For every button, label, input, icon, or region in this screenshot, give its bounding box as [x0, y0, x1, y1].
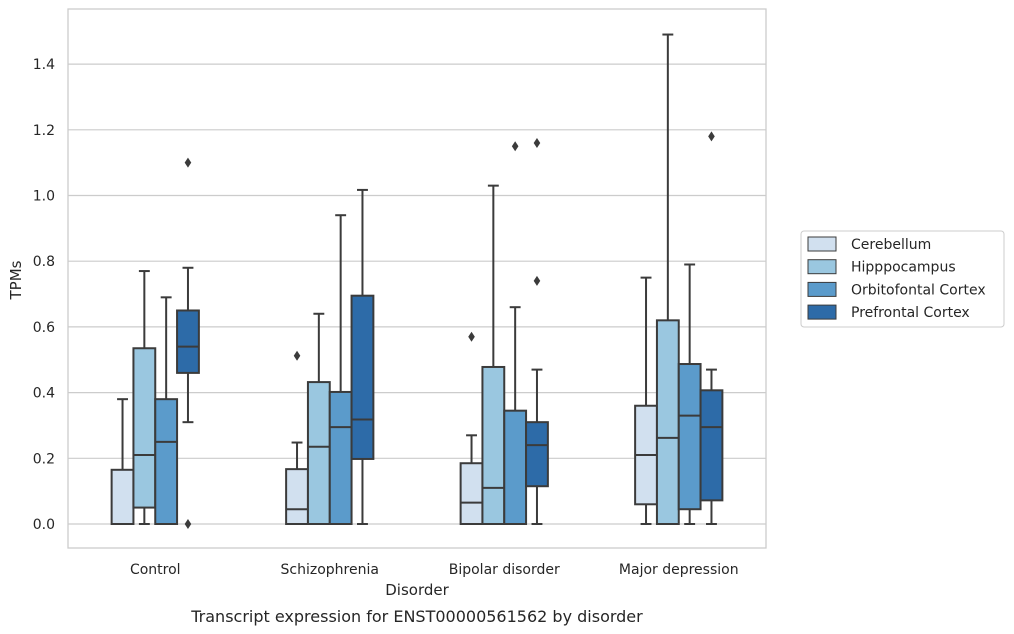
y-tick-label: 0.0: [33, 517, 55, 533]
y-tick-label: 0.8: [33, 254, 55, 270]
y-tick-labels: 0.0 0.2 0.4 0.6 0.8 1.0 1.2 1.4: [33, 57, 55, 533]
box-iqr: [699, 389, 724, 502]
figure-caption: Transcript expression for ENST0000056156…: [190, 607, 643, 626]
outlier-point: [533, 275, 541, 286]
box-plot: [634, 276, 658, 525]
box-plot: [328, 214, 353, 525]
box-group-bipolar-disorder: [459, 137, 549, 526]
y-tick-label: 1.2: [33, 123, 55, 139]
box-iqr: [677, 363, 702, 511]
box-plot: [699, 131, 724, 525]
x-axis-label: Disorder: [385, 581, 449, 599]
box-iqr: [285, 468, 309, 526]
box-group-major-depression: [634, 33, 724, 525]
box-iqr: [154, 398, 179, 526]
box-iqr: [306, 381, 331, 526]
legend-label: Prefrontal Cortex: [851, 305, 970, 321]
outlier-point: [533, 137, 541, 148]
x-tick-label: Control: [130, 562, 181, 578]
box-iqr: [459, 462, 484, 526]
y-tick-label: 0.6: [33, 320, 55, 336]
legend-swatch: [807, 304, 837, 320]
outlier-point: [511, 141, 519, 152]
box-groups: [110, 33, 724, 529]
box-plot: [285, 350, 309, 526]
box-iqr: [503, 409, 528, 526]
legend-frame: [800, 230, 1005, 328]
x-tick-labels: Control Schizophrenia Bipolar disorder Majo…: [130, 562, 739, 578]
legend-item: Cerebellum: [807, 236, 931, 253]
box-group-control: [110, 157, 200, 529]
box-iqr: [176, 309, 200, 374]
box-plot: [481, 184, 506, 525]
x-tick-label: Bipolar disorder: [449, 562, 560, 578]
y-tick-label: 0.4: [33, 386, 55, 402]
box-iqr: [132, 347, 157, 509]
box-iqr: [481, 365, 506, 525]
box-iqr: [350, 294, 375, 460]
legend: Cerebellum Hipppocampus Orbitofontal Corte…: [800, 230, 1005, 328]
outlier-point: [468, 331, 475, 342]
y-tick-label: 0.2: [33, 451, 55, 467]
y-tick-label: 1.4: [33, 57, 55, 73]
y-axis-label: TPMs: [7, 260, 25, 300]
y-tick-label: 1.0: [33, 189, 55, 205]
outlier-point: [708, 131, 715, 142]
x-tick-label: Schizophrenia: [281, 562, 379, 578]
box-iqr: [328, 390, 353, 525]
box-plot: [132, 270, 157, 525]
legend-swatch: [807, 259, 837, 275]
box-plot: [176, 157, 200, 529]
legend-swatch: [807, 236, 837, 252]
box-group-schizophrenia: [285, 188, 375, 526]
box-plot: [350, 188, 375, 525]
legend-swatch: [807, 281, 837, 297]
legend-item: Orbitofontal Cortex: [807, 281, 986, 298]
outlier-point: [293, 350, 301, 361]
box-iqr: [110, 468, 135, 525]
box-iqr: [525, 421, 549, 488]
outlier-point: [184, 157, 192, 168]
box-plot: [525, 137, 549, 525]
box-iqr: [655, 319, 680, 525]
outlier-point: [184, 519, 192, 529]
box-plot: [459, 331, 484, 526]
legend-label: Hipppocampus: [851, 260, 956, 276]
box-plot: [503, 141, 528, 526]
x-tick-label: Major depression: [619, 562, 739, 578]
legend-item: Prefrontal Cortex: [807, 304, 970, 321]
legend-item: Hipppocampus: [807, 259, 956, 276]
legend-label: Cerebellum: [851, 237, 931, 253]
box-plot: [154, 296, 179, 526]
legend-label: Orbitofontal Cortex: [851, 282, 986, 298]
